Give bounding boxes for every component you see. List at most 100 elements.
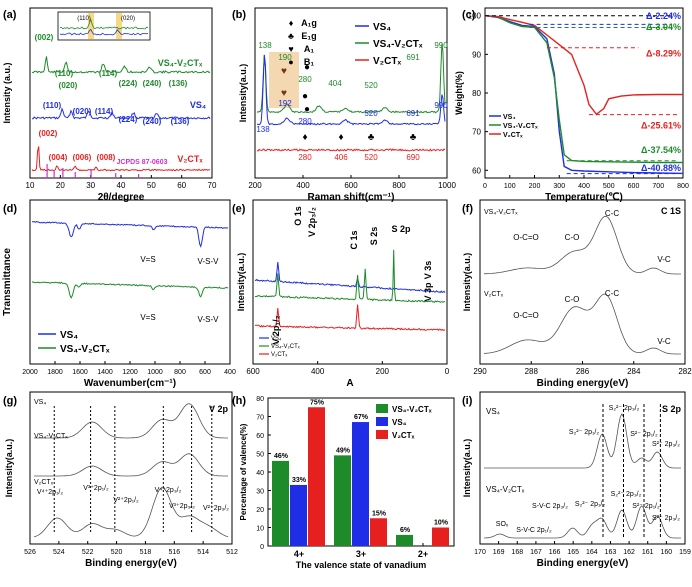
legend-label: VS₄ (271, 336, 282, 342)
legend-label: VS₄ (503, 114, 516, 121)
component-label: S₂²⁻ 2p₁/₂ (569, 429, 599, 436)
peak-label: (136) (171, 117, 190, 126)
series-label: VS₄ (190, 100, 206, 110)
peak-label: (240) (143, 117, 162, 126)
mode-label: E₁g (301, 31, 316, 41)
reference-label: JCPDS 87-0603 (117, 159, 168, 166)
legend-label: V₂CTₓ (271, 352, 287, 358)
mode-marker: ♥ (281, 88, 287, 99)
peak-label: (114) (95, 107, 114, 116)
mode-symbol: ♥ (288, 44, 293, 54)
x-tick-label: 200 (529, 183, 541, 190)
panel-c: (c) 0 100 200 300 400 500 600 700 800 Temperature(… (454, 7, 689, 203)
y-axis-title: Intensity(a.u.) (462, 253, 472, 312)
x-axis-title: Binding energy(eV) (537, 558, 629, 569)
series-vs4 (254, 262, 446, 294)
series-vs4 (32, 107, 211, 120)
component-label: V³⁺2p₁/₂ (83, 485, 109, 492)
x-tick-label: 524 (53, 549, 65, 556)
x-tick-label: 50 (147, 181, 156, 190)
mode-marker: ♦ (302, 132, 307, 143)
component-label: O-C=O (513, 311, 539, 320)
x-tick-label: 20 (56, 181, 65, 190)
x-tick-label: 2+ (418, 549, 428, 559)
panel-h: (h) The valence state of vanadium Percenta… (232, 395, 455, 570)
series-vs4v2ctx (31, 281, 229, 299)
x-tick-label: 400 (296, 181, 310, 190)
x-tick-label: 286 (576, 367, 590, 376)
x-tick-label: 400 (311, 367, 325, 376)
delta-annotation: Δ-40.88% (641, 163, 681, 173)
x-tick-label: 168 (511, 549, 523, 556)
y-axis-title: Percentage of valence(%) (239, 423, 248, 520)
mode-symbol: ♣ (288, 31, 294, 41)
x-tick-label: 1600 (72, 369, 88, 376)
mode-label: A₁ (304, 44, 314, 54)
band-label: V=S (140, 255, 155, 264)
component-label: S₂²⁻ 2p₁/₂ (575, 501, 605, 508)
y-axis-title: Intensity (a.u.) (2, 62, 12, 123)
core-level-label: C 1S (661, 206, 681, 216)
legend-label: VS₄-V₂CTₓ (271, 344, 300, 350)
x-tick-label: 161 (642, 549, 654, 556)
plot-frame (29, 391, 233, 545)
sample-title: VS₄-V₂CTₓ (486, 485, 525, 494)
peak-label: (004) (49, 153, 68, 162)
band-label: V-S-V (198, 257, 220, 266)
legend-label: V₂CTₓ (392, 431, 415, 440)
legend-label: VS₄ (392, 418, 407, 427)
x-axis-title: 2θ/degree (98, 192, 145, 203)
x-tick-label: 800 (677, 183, 689, 190)
peak-label: 404 (328, 79, 342, 88)
x-axis-title: A (346, 378, 353, 389)
peak-label: (114) (99, 69, 118, 78)
component-label: S₂²⁻ 2p₃/₂ (611, 491, 642, 498)
inset-series (59, 18, 149, 30)
component-label: SOₓ (496, 521, 509, 528)
x-tick-label: 284 (627, 367, 641, 376)
peak-label: (136) (169, 79, 188, 88)
mode-label: A₁g (301, 18, 317, 28)
component-label: S-V-C 2p₃/₂ (532, 503, 568, 510)
delta-annotation: Δ-37.54% (641, 145, 681, 155)
delta-annotation: Δ-8.29% (646, 48, 681, 58)
data-label: 46% (274, 453, 289, 460)
core-level-label: V 2p (209, 404, 229, 414)
inset-peak-label: (020) (121, 16, 135, 22)
legend-label: VS₄-V₂CTₓ (503, 123, 538, 130)
x-tick-label: 167 (530, 549, 542, 556)
peak-label: 990 (434, 101, 448, 110)
x-tick-label: 290 (473, 367, 487, 376)
inset-highlight (88, 13, 94, 39)
legend-label: VS₄-V₂CTₓ (392, 405, 432, 414)
plot-frame (252, 199, 448, 365)
y-tick-label: 90 (472, 50, 481, 59)
x-tick-label: 165 (567, 549, 579, 556)
x-tick-label: 522 (82, 549, 94, 556)
bar (334, 455, 351, 546)
x-tick-label: 400 (578, 183, 590, 190)
mode-marker: ♣ (410, 132, 417, 143)
y-tick-label: 10 (256, 526, 264, 533)
y-axis-title: Weight(%) (454, 71, 464, 115)
mode-marker: ♣ (368, 132, 375, 143)
x-axis-title: Temperature(℃) (545, 192, 623, 203)
x-tick-label: 1000 (438, 181, 456, 190)
legend-label: VS₄ (60, 330, 78, 341)
series-vs4 (256, 55, 446, 126)
series-vs4v2ctx (31, 56, 211, 74)
panel-label: (g) (3, 395, 17, 407)
series-label: V₂CTₓ (177, 154, 203, 164)
component-label: S²⁻ 2p₃/₂ (652, 515, 680, 522)
component-label: V²⁺2p₁/₂ (113, 497, 139, 504)
series-line-0 (484, 15, 684, 175)
peak-label: 280 (298, 117, 312, 126)
peak-label: 691 (406, 109, 420, 118)
peak-label: 280 (298, 153, 312, 162)
x-tick-label: 200 (376, 367, 390, 376)
x-axis-title: Raman shift(cm⁻¹) (308, 192, 395, 203)
panel-label: (i) (462, 395, 473, 407)
component-label: V⁴⁺2p₁/₂ (37, 489, 63, 496)
band-label: V=S (140, 313, 155, 322)
